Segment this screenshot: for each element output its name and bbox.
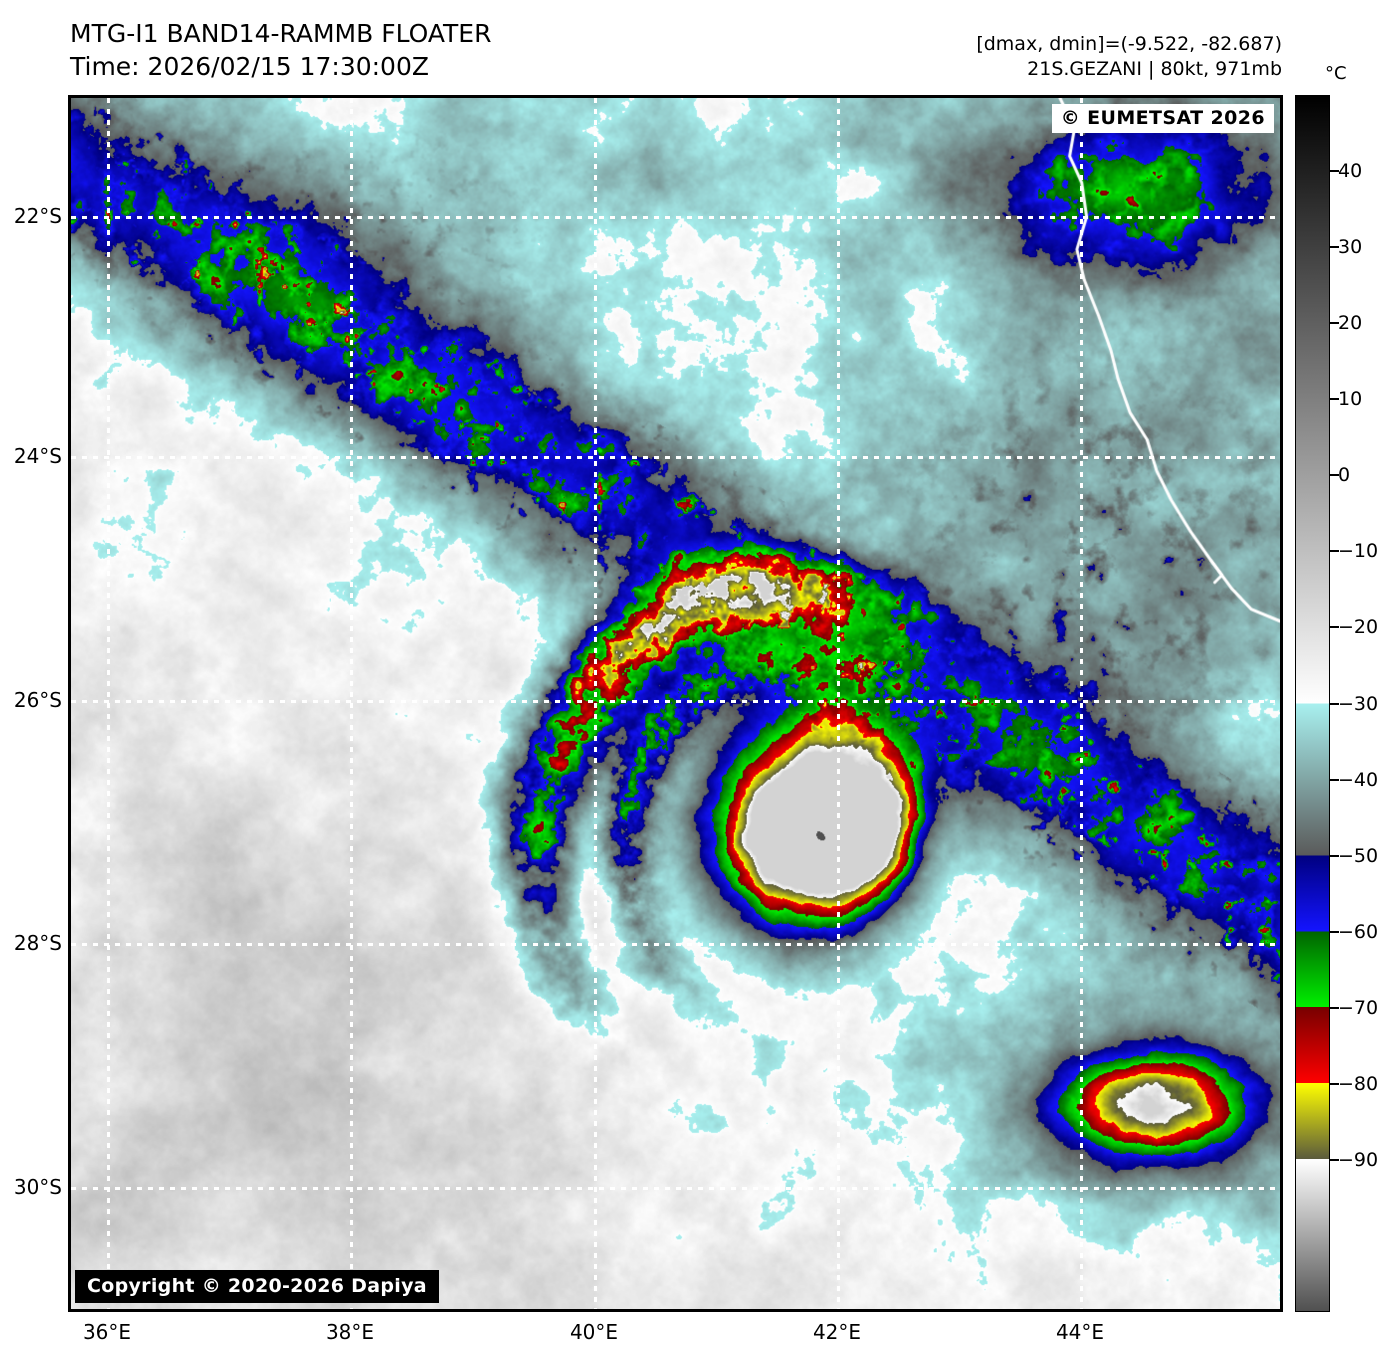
colorbar-tick-mark — [1330, 170, 1339, 173]
x-tick-label-40E: 40°E — [569, 1320, 619, 1344]
colorbar-tick-label: −60 — [1338, 920, 1379, 943]
x-tick-label-38E: 38°E — [325, 1320, 375, 1344]
colorbar-tick-mark — [1330, 474, 1339, 477]
colorbar-unit-label: °C — [1325, 63, 1347, 84]
colorbar-gradient — [1296, 96, 1329, 1311]
colorbar-tick-label: −10 — [1338, 540, 1379, 563]
y-tick-label-22S: 22°S — [13, 204, 62, 228]
y-tick-label-24S: 24°S — [13, 444, 62, 468]
header-title-block: MTG-I1 BAND14-RAMMB FLOATER Time: 2026/0… — [70, 18, 491, 83]
colorbar-tick-mark — [1330, 854, 1339, 857]
dminmax-label: [dmax, dmin]=(-9.522, -82.687) — [976, 33, 1282, 55]
colorbar-tick-mark — [1330, 246, 1339, 249]
timestamp-label: Time: 2026/02/15 17:30:00Z — [70, 51, 429, 81]
y-tick-label-28S: 28°S — [13, 931, 62, 955]
satellite-image-plot[interactable]: © EUMETSAT 2026 Copyright © 2020-2026 Da… — [68, 95, 1283, 1312]
colorbar-tick-label: −90 — [1338, 1148, 1379, 1171]
colorbar-tick-mark — [1330, 550, 1339, 553]
colorbar-tick-label: −20 — [1338, 616, 1379, 639]
colorbar-tick-mark — [1330, 626, 1339, 629]
colorbar-tick-mark — [1330, 702, 1339, 705]
colorbar-tick-label: −70 — [1338, 996, 1379, 1019]
colorbar-tick-mark — [1330, 778, 1339, 781]
colorbar-tick-label: −30 — [1338, 692, 1379, 715]
header-metadata-block: [dmax, dmin]=(-9.522, -82.687) 21S.GEZAN… — [976, 32, 1282, 81]
y-tick-label-26S: 26°S — [13, 688, 62, 712]
colorbar-tick-label: 40 — [1338, 160, 1363, 183]
colorbar-tick-label: 20 — [1338, 312, 1363, 335]
colorbar-tick-label: 10 — [1338, 388, 1363, 411]
x-tick-label-36E: 36°E — [82, 1320, 132, 1344]
colorbar-tick-mark — [1330, 398, 1339, 401]
colorbar-tick-mark — [1330, 1082, 1339, 1085]
colorbar-tick-label: −40 — [1338, 768, 1379, 791]
y-tick-label-30S: 30°S — [13, 1175, 62, 1199]
colorbar-tick-mark — [1330, 1158, 1339, 1161]
copyright-banner: Copyright © 2020-2026 Dapiya — [75, 1270, 439, 1303]
colorbar-tick-label: 30 — [1338, 236, 1363, 259]
storm-info-label: 21S.GEZANI | 80kt, 971mb — [1027, 57, 1282, 80]
temperature-colorbar — [1295, 95, 1330, 1312]
x-tick-label-44E: 44°E — [1055, 1320, 1105, 1344]
satellite-imagery-canvas — [71, 98, 1280, 1309]
colorbar-tick-mark — [1330, 1006, 1339, 1009]
colorbar-tick-label: −50 — [1338, 844, 1379, 867]
colorbar-tick-label: 0 — [1338, 464, 1351, 487]
colorbar-tick-mark — [1330, 930, 1339, 933]
x-tick-label-42E: 42°E — [812, 1320, 862, 1344]
product-title: MTG-I1 BAND14-RAMMB FLOATER — [70, 19, 492, 48]
colorbar-tick-mark — [1330, 322, 1339, 325]
colorbar-tick-label: −80 — [1338, 1072, 1379, 1095]
source-credit-banner: © EUMETSAT 2026 — [1051, 104, 1274, 133]
